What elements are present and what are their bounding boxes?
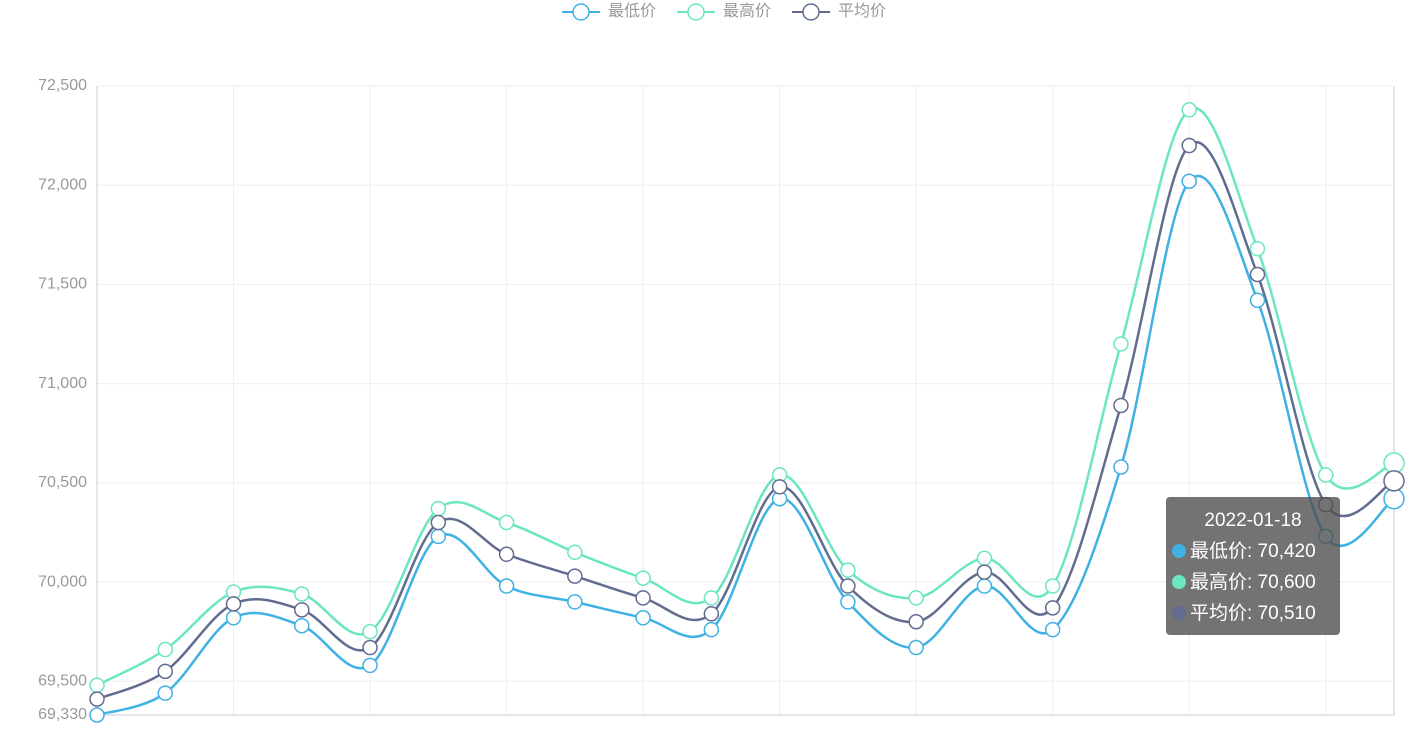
point (635, 610, 651, 626)
point (1181, 173, 1197, 189)
point (362, 623, 378, 640)
legend-label: 最高价 (723, 2, 771, 20)
tooltip-text: 平均价: 70,510 (1190, 603, 1316, 624)
point (89, 691, 105, 707)
point (840, 562, 856, 578)
point (294, 602, 310, 618)
point (1317, 467, 1334, 483)
tooltip-row: 最高价: 70,600 (1172, 567, 1334, 598)
point (89, 677, 105, 693)
point (1249, 240, 1266, 257)
point (908, 613, 924, 630)
point (294, 617, 310, 634)
y-tick-label: 72,500 (38, 77, 87, 94)
point (567, 544, 583, 561)
point (703, 621, 720, 638)
point (157, 685, 174, 701)
legend-marker (802, 3, 820, 21)
point (362, 639, 378, 656)
point (1044, 621, 1061, 638)
point (635, 570, 651, 586)
y-tick-label: 72,000 (38, 176, 87, 193)
legend-marker (572, 3, 590, 21)
legend-label: 最低价 (608, 2, 656, 20)
tooltip-dot (1172, 575, 1186, 589)
point (567, 568, 583, 584)
y-tick-label: 69,500 (38, 672, 87, 689)
point (430, 500, 447, 517)
point (1249, 292, 1266, 309)
legend-marker (687, 3, 705, 21)
point (1044, 578, 1061, 594)
tooltip-text: 最高价: 70,600 (1190, 572, 1316, 593)
point (1113, 397, 1129, 414)
point (1383, 470, 1405, 492)
point (703, 606, 720, 622)
y-tick-label: 71,500 (38, 276, 87, 293)
point (1249, 266, 1266, 283)
point (635, 590, 651, 606)
legend-label: 平均价 (838, 2, 886, 20)
point (225, 596, 242, 612)
point (1383, 452, 1405, 474)
point (840, 594, 856, 610)
tooltip-row: 最低价: 70,420 (1172, 536, 1334, 567)
y-tick-label: 70,500 (38, 474, 87, 491)
point (225, 610, 242, 626)
point (976, 564, 993, 580)
point (498, 546, 515, 563)
point (1044, 600, 1061, 616)
point (157, 663, 174, 680)
tooltip-dot (1172, 606, 1186, 620)
tooltip-dot (1172, 544, 1186, 558)
y-tick-label: 69,330 (38, 706, 87, 723)
point (498, 578, 515, 594)
point (294, 586, 310, 602)
series-line (96, 106, 1395, 687)
point (703, 590, 720, 606)
point (840, 578, 856, 594)
point (976, 550, 993, 566)
tooltip-title: 2022-01-18 (1204, 510, 1302, 531)
tooltip-text: 最低价: 70,420 (1190, 541, 1316, 562)
point (567, 594, 583, 610)
point (1113, 336, 1129, 352)
series-line (96, 141, 1395, 701)
point (908, 639, 924, 656)
point (1181, 137, 1197, 154)
point (430, 514, 447, 531)
point (89, 707, 105, 723)
point (976, 578, 993, 594)
point (430, 528, 447, 545)
point (771, 479, 788, 495)
tooltip: 2022-01-18 最低价: 70,420 最高价: 70,600 平均价: 70… (1166, 497, 1340, 635)
point (498, 514, 515, 531)
tooltip-row: 平均价: 70,510 (1172, 598, 1334, 629)
point (1113, 459, 1129, 475)
point (908, 590, 924, 606)
point (157, 641, 174, 658)
point (1383, 487, 1405, 510)
series-line (96, 174, 1395, 717)
y-tick-label: 71,000 (38, 375, 87, 392)
point (362, 657, 378, 674)
point (1181, 102, 1197, 118)
y-tick-label: 70,000 (38, 573, 87, 590)
